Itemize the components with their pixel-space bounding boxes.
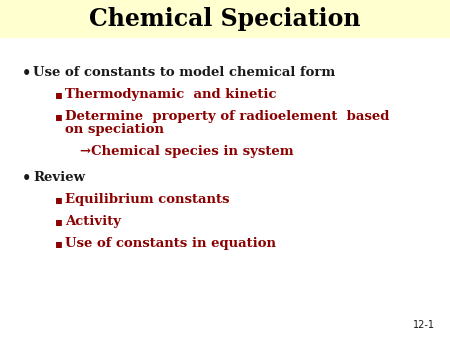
Text: ▪: ▪	[55, 215, 63, 228]
Text: Use of constants to model chemical form: Use of constants to model chemical form	[33, 66, 335, 79]
Text: Chemical Speciation: Chemical Speciation	[89, 7, 361, 31]
Text: •: •	[22, 66, 32, 81]
Text: •: •	[22, 171, 32, 186]
Text: Use of constants in equation: Use of constants in equation	[65, 237, 276, 250]
Text: ▪: ▪	[55, 88, 63, 101]
Text: ▪: ▪	[55, 110, 63, 123]
Text: ▪: ▪	[55, 237, 63, 250]
Text: Activity: Activity	[65, 215, 121, 228]
Text: ▪: ▪	[55, 193, 63, 206]
Text: Determine  property of radioelement  based: Determine property of radioelement based	[65, 110, 389, 123]
Bar	[0, 0, 450, 38]
Text: Thermodynamic  and kinetic: Thermodynamic and kinetic	[65, 88, 276, 101]
Text: Review: Review	[33, 171, 85, 184]
Text: →Chemical species in system: →Chemical species in system	[80, 145, 293, 158]
Text: Equilibrium constants: Equilibrium constants	[65, 193, 230, 206]
Text: on speciation: on speciation	[65, 123, 164, 136]
Text: 12-1: 12-1	[413, 320, 435, 330]
